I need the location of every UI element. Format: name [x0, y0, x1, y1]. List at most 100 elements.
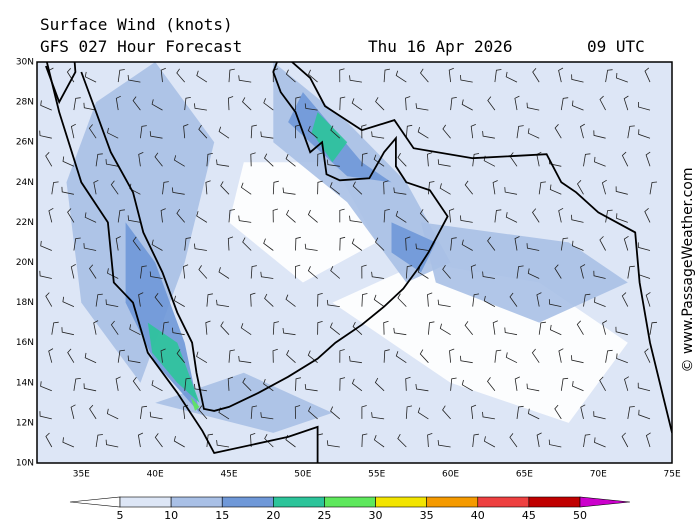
wind-barb: [137, 432, 144, 448]
wind-barb: [576, 320, 584, 335]
wind-barb: [250, 124, 257, 139]
colorbar-bin: [170, 496, 223, 508]
wind-barb: [330, 406, 341, 420]
wind-barb: [228, 68, 235, 83]
wind-barb: [460, 355, 473, 364]
wind-barb: [516, 405, 524, 419]
wind-barb: [93, 320, 99, 335]
wind-barb: [107, 127, 119, 139]
wind-barb: [260, 412, 274, 420]
wind-barb: [154, 433, 163, 448]
wind-barb: [371, 271, 385, 279]
wind-barb: [461, 379, 473, 392]
wind-barb: [263, 238, 274, 251]
wind-barb: [107, 268, 119, 279]
wind-barb: [417, 126, 429, 139]
wind-barb: [127, 215, 141, 223]
wind-barb: [51, 321, 59, 335]
wind-barb: [286, 350, 296, 363]
wind-barb: [62, 296, 75, 307]
wind-barb: [154, 292, 163, 307]
wind-barb: [73, 237, 81, 251]
wind-barb: [483, 295, 496, 307]
wind-barb: [514, 376, 520, 391]
wind-barb: [196, 70, 208, 83]
colorbar-label: 5: [117, 509, 124, 522]
wind-barb: [250, 292, 256, 307]
wind-barb: [149, 411, 163, 420]
wind-barb: [264, 293, 274, 307]
wind-barb: [472, 293, 480, 307]
wind-barb: [106, 408, 119, 420]
wind-barb: [405, 405, 413, 419]
wind-barb: [198, 405, 208, 420]
wind-barb: [62, 437, 75, 448]
wind-barb: [263, 98, 274, 111]
wind-barb: [419, 209, 429, 223]
colorbar-high: [579, 496, 631, 508]
wind-barb: [339, 68, 345, 83]
map-area: [37, 62, 672, 463]
wind-barb: [554, 124, 562, 139]
wind-barb: [329, 322, 341, 336]
wind-barb: [483, 436, 496, 448]
colorbar-label: 30: [369, 509, 383, 522]
wind-barb: [317, 321, 323, 335]
wind-barb: [326, 299, 340, 307]
wind-barb: [487, 236, 496, 251]
wind-barb: [88, 124, 97, 139]
wind-barb: [439, 183, 451, 195]
wind-barb: [329, 182, 341, 195]
wind-barb: [461, 99, 473, 111]
wind-barb: [437, 299, 451, 307]
wind-barb: [330, 125, 341, 139]
credit: © www.PassageWeather.com: [680, 167, 696, 372]
wind-barb: [349, 75, 362, 83]
wind-barb: [132, 376, 141, 392]
wind-barb: [206, 433, 214, 448]
wind-barb: [242, 97, 252, 111]
wind-barb: [560, 237, 569, 251]
wind-barb: [95, 153, 103, 167]
wind-barb: [182, 264, 189, 279]
wind-barb: [138, 292, 144, 307]
wind-barb: [84, 212, 97, 223]
wind-barb: [339, 236, 346, 251]
wind-barb: [580, 404, 586, 419]
wind-barb: [39, 411, 52, 420]
wind-barb: [397, 293, 407, 307]
wind-barb: [176, 349, 186, 363]
wind-barb: [151, 99, 163, 111]
wind-barb: [172, 327, 185, 336]
wind-barb: [317, 180, 323, 195]
wind-barb: [160, 208, 166, 223]
wind-barb: [272, 180, 279, 195]
wind-barb: [572, 381, 584, 392]
wind-barb: [450, 377, 457, 391]
wind-barb: [548, 299, 562, 307]
colorbar-bin: [426, 496, 479, 508]
wind-barb: [339, 377, 346, 391]
colorbar-label: 45: [522, 509, 536, 522]
wind-barb: [227, 96, 234, 111]
wind-barb: [571, 240, 584, 251]
wind-barb: [417, 407, 429, 420]
wind-barb: [599, 236, 606, 251]
wind-barb: [151, 239, 163, 251]
wind-barb: [527, 128, 540, 139]
wind-barb: [194, 103, 207, 111]
wind-barb: [450, 97, 457, 111]
wind-barb: [295, 236, 301, 251]
wind-barb: [461, 239, 473, 251]
wind-barb: [326, 440, 340, 448]
wind-barb: [460, 215, 473, 223]
wind-barb: [89, 404, 97, 420]
wind-barb: [492, 320, 498, 335]
wind-barb: [605, 349, 613, 363]
colorbar-bin: [477, 496, 530, 508]
wind-barb: [242, 237, 252, 251]
wind-barb: [448, 67, 454, 83]
wind-barb: [439, 323, 451, 336]
wind-barb: [645, 151, 651, 167]
wind-barb: [250, 152, 256, 167]
